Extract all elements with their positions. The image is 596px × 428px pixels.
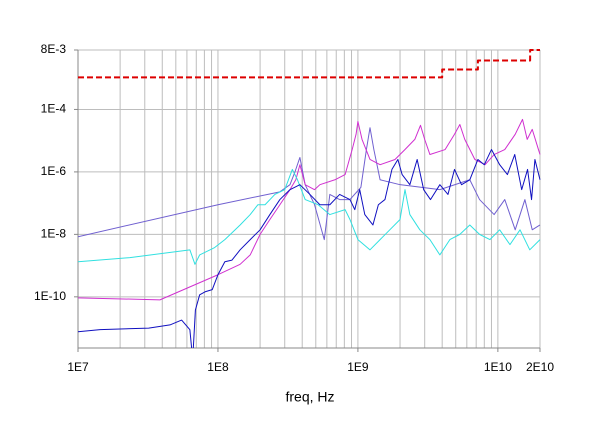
y-tick-label: 1E-4 (41, 102, 67, 116)
series-line (78, 149, 541, 348)
series-line (78, 168, 541, 265)
x-axis-label: freq, Hz (285, 389, 334, 405)
y-tick-label: 1E-8 (41, 227, 67, 241)
plot-area (78, 49, 541, 348)
y-tick-label: 1E-10 (34, 289, 66, 303)
x-tick-label: 2E10 (526, 360, 554, 374)
x-tick-label: 1E8 (207, 360, 229, 374)
y-tick-label: 8E-3 (41, 42, 67, 56)
x-tick-label: 1E7 (67, 360, 89, 374)
y-tick-label: 1E-6 (41, 164, 67, 178)
x-tick-label: 1E9 (347, 360, 369, 374)
series-line (78, 127, 541, 241)
series-line (78, 118, 541, 301)
series-line (78, 49, 540, 79)
x-tick-label: 1E10 (484, 360, 512, 374)
